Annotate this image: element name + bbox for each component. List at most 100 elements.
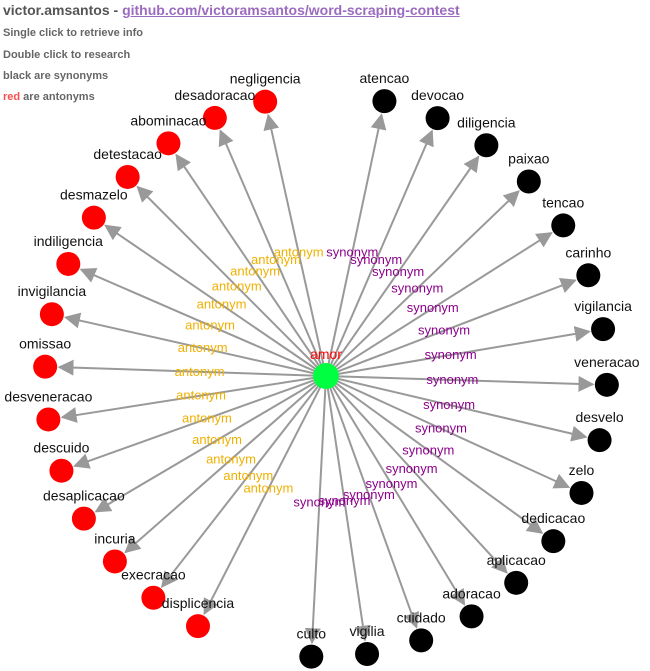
- antonym-node-abominacao[interactable]: [156, 131, 181, 156]
- synonym-node-label: paixao: [508, 151, 549, 167]
- synonym-edge: [329, 386, 420, 629]
- synonym-edge-label: synonym: [423, 397, 475, 412]
- antonym-node-label: negligencia: [230, 71, 301, 87]
- synonym-node-label: vigilia: [350, 623, 385, 639]
- antonym-edge: [73, 379, 316, 469]
- repo-link[interactable]: github.com/victoramsantos/word-scraping-…: [122, 2, 460, 18]
- antonym-edge: [104, 224, 317, 371]
- antonym-node-desaplicacao[interactable]: [71, 506, 96, 531]
- synonym-node-vigilia[interactable]: [355, 641, 380, 666]
- synonym-edge: [326, 387, 371, 642]
- synonym-node-label: vigilancia: [574, 298, 632, 314]
- synonym-node-culto[interactable]: [299, 644, 324, 669]
- antonym-node-descuido[interactable]: [49, 458, 74, 483]
- synonym-node-atencao[interactable]: [372, 89, 397, 114]
- synonym-edge-label: synonym: [415, 421, 467, 436]
- synonym-edge: [332, 155, 480, 367]
- synonym-edge-label: synonym: [343, 487, 395, 502]
- synonym-edge-label: synonym: [391, 280, 443, 295]
- antonym-edge-label: antonym: [182, 411, 232, 426]
- antonyms-legend-text: are antonyms: [20, 91, 95, 103]
- synonym-edge: [329, 129, 434, 366]
- antonym-edge: [60, 376, 315, 423]
- antonym-edge-label: antonym: [212, 278, 262, 293]
- synonym-node-label: veneracao: [574, 354, 640, 370]
- synonym-node-dedicacao[interactable]: [541, 529, 566, 554]
- antonym-node-detestacao[interactable]: [115, 164, 140, 189]
- synonym-edge-label: synonym: [386, 461, 438, 476]
- antonym-node-displicencia[interactable]: [185, 614, 210, 639]
- hint-single-click: Single click to retrieve info: [3, 27, 143, 39]
- antonym-edge-label: antonym: [175, 364, 225, 379]
- antonym-node-label: omissao: [19, 336, 71, 352]
- hint-double-click: Double click to research: [3, 49, 131, 61]
- antonym-edge-label: antonym: [178, 340, 228, 355]
- antonym-node-desveneracao[interactable]: [36, 407, 61, 432]
- synonym-edge-label: synonym: [418, 323, 470, 338]
- synonym-node-carinho[interactable]: [576, 263, 601, 288]
- antonym-node-invigilancia[interactable]: [39, 302, 64, 327]
- synonym-node-label: adoracao: [442, 585, 501, 601]
- antonym-edge: [124, 383, 318, 554]
- synonym-node-vigilancia[interactable]: [591, 317, 616, 342]
- synonym-edge-label: synonym: [350, 252, 402, 267]
- synonym-node-label: cuidado: [397, 609, 446, 625]
- synonym-edge-label: synonym: [402, 442, 454, 457]
- antonym-edge-label: antonym: [176, 388, 226, 403]
- synonym-node-tencao[interactable]: [551, 213, 576, 238]
- synonym-node-paixao[interactable]: [516, 169, 541, 194]
- synonym-node-label: dedicacao: [521, 510, 585, 526]
- synonym-edge-label: synonym: [326, 244, 378, 259]
- antonym-node-label: execracao: [121, 567, 186, 583]
- header-separator: -: [109, 2, 123, 18]
- synonym-edge: [335, 232, 553, 371]
- synonym-node-devocao[interactable]: [425, 106, 450, 131]
- antonym-node-execracao[interactable]: [141, 585, 166, 610]
- antonym-edge-label: antonym: [192, 432, 242, 447]
- antonym-node-label: detestacao: [93, 146, 162, 162]
- antonym-node-label: displicencia: [162, 595, 235, 611]
- antonym-edge: [203, 386, 322, 616]
- antonym-edge: [79, 267, 316, 373]
- antonym-node-omissao[interactable]: [33, 354, 58, 379]
- synonym-node-zelo[interactable]: [569, 480, 594, 505]
- antonym-edge: [63, 312, 315, 375]
- antonym-edge-label: antonym: [230, 263, 280, 278]
- hint-synonyms-legend: black are synonyms: [3, 70, 109, 82]
- synonym-edge-label: synonym: [293, 494, 345, 509]
- synonym-node-label: diligencia: [457, 114, 516, 130]
- antonym-edge: [263, 113, 325, 365]
- hint-antonyms-legend: red are antonyms: [3, 91, 95, 103]
- synonym-node-cuidado[interactable]: [409, 628, 434, 653]
- synonym-node-label: tencao: [542, 194, 584, 210]
- synonym-node-label: carinho: [565, 244, 611, 260]
- antonym-node-negligencia[interactable]: [253, 89, 278, 114]
- synonym-edge: [336, 380, 571, 489]
- antonym-edge-label: antonym: [206, 451, 256, 466]
- synonym-edge-label: synonym: [365, 476, 417, 491]
- synonym-node-label: culto: [297, 626, 327, 642]
- synonym-node-aplicacao[interactable]: [504, 570, 529, 595]
- antonym-node-label: abominacao: [130, 112, 206, 128]
- synonym-edge: [331, 385, 466, 606]
- synonym-edge: [304, 387, 327, 645]
- edges-layer: [57, 113, 595, 645]
- center-node[interactable]: [313, 363, 339, 389]
- synonym-edge: [337, 375, 595, 392]
- antonym-node-incuria[interactable]: [102, 549, 127, 574]
- center-node-label: amor: [310, 346, 342, 362]
- antonym-edge: [161, 384, 320, 588]
- synonym-edge: [335, 382, 544, 534]
- synonym-node-diligencia[interactable]: [474, 133, 499, 158]
- synonym-edge-label: synonym: [407, 300, 459, 315]
- antonym-node-label: descuido: [33, 440, 89, 456]
- synonym-node-desvelo[interactable]: [587, 428, 612, 453]
- antonym-node-desadoracao[interactable]: [202, 105, 227, 130]
- antonym-edge-label: antonym: [251, 252, 301, 267]
- antonym-node-desmazelo[interactable]: [81, 205, 106, 230]
- antonym-edge-label: antonym: [274, 245, 324, 260]
- antonym-node-indiligencia[interactable]: [56, 251, 81, 276]
- synonym-node-veneracao[interactable]: [594, 372, 619, 397]
- synonym-node-adoracao[interactable]: [459, 604, 484, 629]
